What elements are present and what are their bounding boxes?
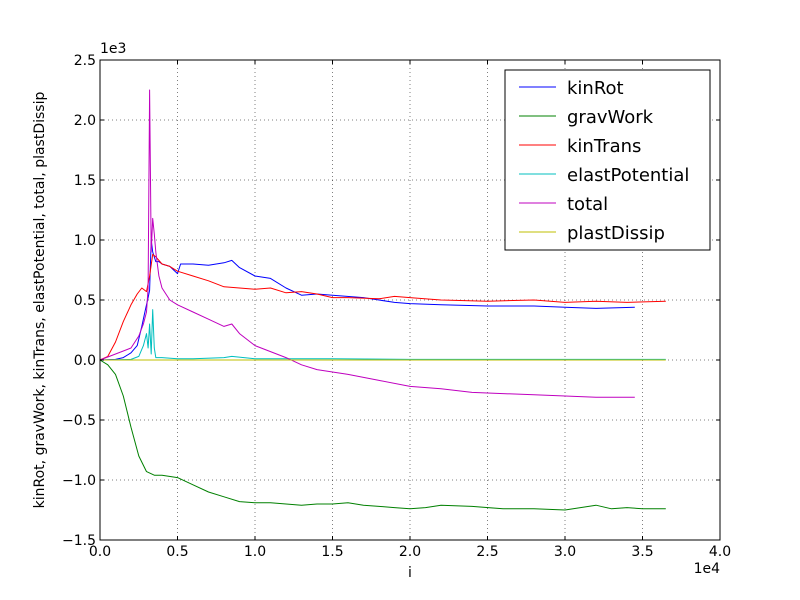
y-tick-label: −1.5 — [62, 533, 96, 549]
y-offset-label: 1e3 — [100, 41, 126, 57]
legend-label-total: total — [567, 194, 608, 215]
legend: kinRot gravWork kinTrans elastPotential tota… — [504, 69, 711, 251]
x-tick-label: 4.0 — [709, 544, 731, 560]
y-tick-label: 0.5 — [74, 293, 96, 309]
x-tick-label: 2.0 — [399, 544, 421, 560]
series-line-elastPotential — [99, 309, 666, 361]
y-tick-label: −0.5 — [62, 413, 96, 429]
legend-label-elastPotential: elastPotential — [567, 165, 689, 186]
y-axis-ticks: −1.5 −1.0 −0.5 0.0 0.5 1.0 1.5 2.0 2.5 — [62, 53, 720, 549]
legend-label-kinRot: kinRot — [567, 78, 624, 99]
y-axis-label: kinRot, gravWork, kinTrans, elastPotenti… — [32, 92, 48, 509]
legend-label-gravWork: gravWork — [567, 107, 654, 128]
y-tick-label: 1.5 — [74, 173, 96, 189]
series-layer — [99, 89, 666, 511]
legend-label-kinTrans: kinTrans — [567, 136, 641, 157]
x-tick-label: 3.5 — [631, 544, 653, 560]
y-tick-label: 1.0 — [74, 233, 96, 249]
series-line-kinRot — [99, 239, 635, 361]
series-line-gravWork — [99, 359, 666, 511]
x-axis-label: i — [408, 565, 412, 581]
y-tick-label: 2.5 — [74, 53, 96, 69]
series-line-kinTrans — [99, 253, 666, 361]
x-axis-ticks: 0.0 0.5 1.0 1.5 2.0 2.5 3.0 3.5 4.0 — [89, 60, 731, 560]
x-offset-label: 1e4 — [694, 561, 721, 577]
x-tick-label: 2.5 — [476, 544, 498, 560]
y-tick-label: 2.0 — [74, 113, 96, 129]
x-tick-label: 0.0 — [89, 544, 111, 560]
x-tick-label: 1.5 — [321, 544, 343, 560]
legend-label-plastDissip: plastDissip — [567, 223, 665, 244]
series-line-total — [99, 89, 635, 398]
y-tick-label: −1.0 — [62, 473, 96, 489]
x-tick-label: 0.5 — [166, 544, 188, 560]
y-tick-label: 0.0 — [74, 353, 96, 369]
x-tick-label: 3.0 — [554, 544, 576, 560]
x-tick-label: 1.0 — [244, 544, 266, 560]
legend-box — [504, 69, 711, 251]
